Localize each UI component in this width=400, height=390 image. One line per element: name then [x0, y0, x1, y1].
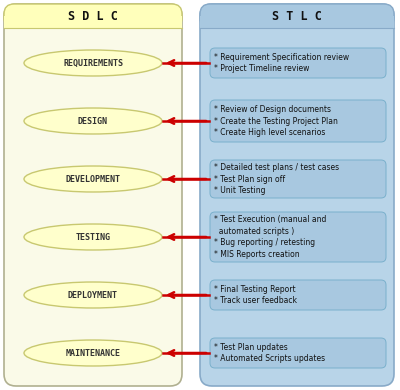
Ellipse shape: [24, 166, 162, 192]
Ellipse shape: [24, 50, 162, 76]
FancyBboxPatch shape: [210, 212, 386, 262]
Text: REQUIREMENTS: REQUIREMENTS: [63, 58, 123, 67]
Text: * Test Plan updates
* Automated Scripts updates: * Test Plan updates * Automated Scripts …: [214, 342, 325, 363]
FancyBboxPatch shape: [210, 338, 386, 368]
Text: DEVELOPMENT: DEVELOPMENT: [66, 174, 120, 184]
FancyBboxPatch shape: [200, 4, 394, 386]
Text: S D L C: S D L C: [68, 9, 118, 23]
Text: * Test Execution (manual and
  automated scripts )
* Bug reporting / retesting
*: * Test Execution (manual and automated s…: [214, 215, 326, 259]
Text: DESIGN: DESIGN: [78, 117, 108, 126]
Ellipse shape: [24, 224, 162, 250]
Text: * Requirement Specification review
* Project Timeline review: * Requirement Specification review * Pro…: [214, 53, 349, 73]
Ellipse shape: [24, 340, 162, 366]
FancyBboxPatch shape: [210, 160, 386, 198]
FancyBboxPatch shape: [200, 4, 394, 28]
FancyBboxPatch shape: [200, 16, 394, 28]
Text: * Review of Design documents
* Create the Testing Project Plan
* Create High lev: * Review of Design documents * Create th…: [214, 105, 338, 137]
Text: TESTING: TESTING: [76, 232, 110, 241]
Ellipse shape: [24, 108, 162, 134]
FancyBboxPatch shape: [210, 280, 386, 310]
FancyBboxPatch shape: [4, 4, 182, 28]
Text: * Final Testing Report
* Track user feedback: * Final Testing Report * Track user feed…: [214, 285, 297, 305]
Text: * Detailed test plans / test cases
* Test Plan sign off
* Unit Testing: * Detailed test plans / test cases * Tes…: [214, 163, 339, 195]
FancyBboxPatch shape: [4, 4, 182, 386]
FancyBboxPatch shape: [210, 48, 386, 78]
Text: MAINTENANCE: MAINTENANCE: [66, 349, 120, 358]
FancyBboxPatch shape: [4, 16, 182, 28]
Text: DEPLOYMENT: DEPLOYMENT: [68, 291, 118, 300]
Text: S T L C: S T L C: [272, 9, 322, 23]
FancyBboxPatch shape: [210, 100, 386, 142]
Ellipse shape: [24, 282, 162, 308]
